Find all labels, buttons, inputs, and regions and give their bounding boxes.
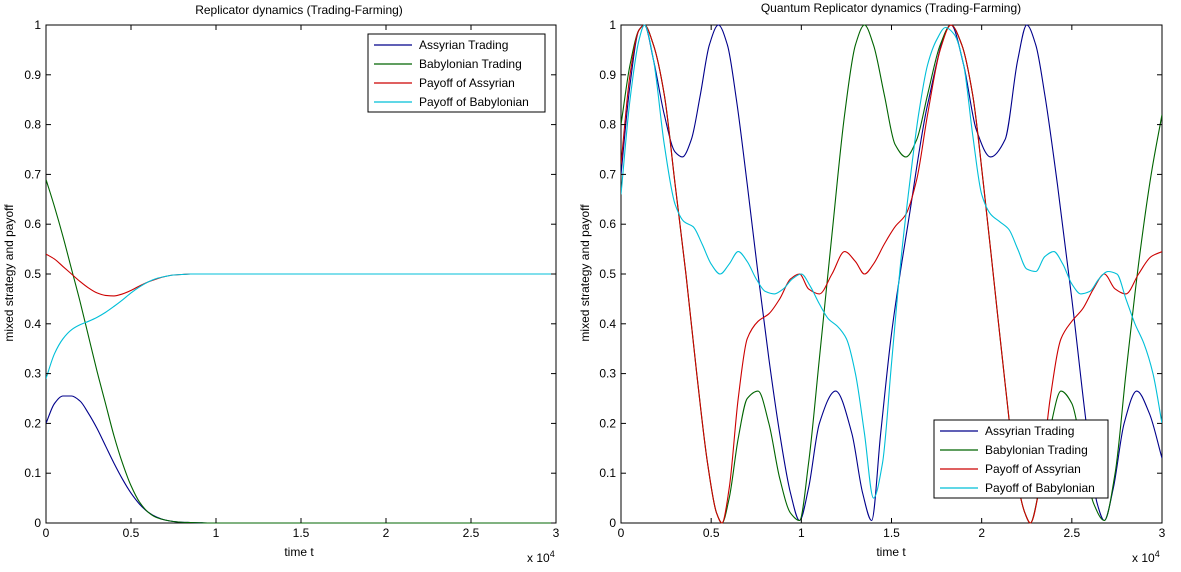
right-legend-label-3: Payoff of Assyrian — [985, 462, 1081, 476]
right-y-tick-label: 0.2 — [599, 416, 616, 430]
left-series-line-4 — [46, 273, 556, 379]
right-y-tick-label: 0.4 — [599, 317, 616, 331]
right-x-tick-label: 0.5 — [703, 526, 720, 540]
left-x-axis-label: time t — [284, 545, 314, 559]
right-x-multiplier-exp: 4 — [1155, 549, 1160, 559]
left-series-group — [46, 179, 556, 524]
right-series-line-4 — [621, 24, 1162, 499]
right-series-line-1 — [621, 24, 1162, 522]
left-x-multiplier: x 104 — [527, 549, 555, 565]
left-y-tick-label: 0.2 — [24, 416, 41, 430]
left-legend-label-1: Assyrian Trading — [419, 38, 508, 52]
left-legend-label-4: Payoff of Babylonian — [419, 95, 529, 109]
right-x-axis-label: time t — [876, 545, 906, 559]
right-x-tick-label: 0 — [618, 526, 625, 540]
right-x-multiplier-base: x 10 — [1132, 551, 1155, 565]
left-x-tick-label: 1 — [213, 526, 220, 540]
left-legend-label-2: Babylonian Trading — [419, 57, 522, 71]
left-y-tick-label: 0.6 — [24, 217, 41, 231]
left-x-multiplier-exp: 4 — [550, 549, 555, 559]
right-y-tick-label: 0.7 — [599, 167, 616, 181]
left-chart-title: Replicator dynamics (Trading-Farming) — [195, 3, 403, 17]
left-y-tick-label: 0.8 — [24, 118, 41, 132]
right-series-line-3 — [621, 24, 1162, 524]
right-y-tick-label: 0 — [609, 516, 616, 530]
left-x-tick-label: 2 — [383, 526, 390, 540]
left-legend-box — [367, 33, 546, 113]
left-x-tick-label: 0.5 — [123, 526, 140, 540]
left-x-tick-label: 0 — [43, 526, 50, 540]
left-x-tick-label: 2.5 — [463, 526, 480, 540]
right-y-tick-label: 0.9 — [599, 68, 616, 82]
right-chart-title: Quantum Replicator dynamics (Trading-Far… — [761, 1, 1021, 15]
right-legend-label-2: Babylonian Trading — [985, 443, 1088, 457]
left-y-tick-label: 0.7 — [24, 167, 41, 181]
left-legend-label-3: Payoff of Assyrian — [419, 76, 515, 90]
right-x-tick-label: 2.5 — [1063, 526, 1080, 540]
left-y-tick-label: 1 — [34, 18, 41, 32]
right-y-tick-label: 0.5 — [599, 267, 616, 281]
right-y-tick-label: 0.8 — [599, 118, 616, 132]
left-legend: Assyrian Trading Babylonian Trading Payoff… — [367, 33, 546, 113]
right-legend-label-4: Payoff of Babylonian — [985, 481, 1095, 495]
right-y-axis-label: mixed strategy and payoff — [578, 204, 592, 342]
right-legend: Assyrian Trading Babylonian Trading Payoff… — [933, 419, 1109, 499]
right-x-multiplier: x 104 — [1132, 549, 1160, 565]
left-series-line-2 — [46, 179, 556, 524]
right-y-tick-label: 0.1 — [599, 466, 616, 480]
right-series-group — [621, 24, 1162, 524]
left-y-tick-label: 0.1 — [24, 466, 41, 480]
left-y-tick-label: 0.5 — [24, 267, 41, 281]
right-y-tick-label: 1 — [609, 18, 616, 32]
right-legend-box — [933, 419, 1109, 499]
right-x-tick-label: 1.5 — [883, 526, 900, 540]
left-x-tick-label: 1.5 — [293, 526, 310, 540]
left-x-multiplier-base: x 10 — [527, 551, 550, 565]
right-chart: Quantum Replicator dynamics (Trading-Far… — [578, 1, 1166, 565]
left-y-tick-label: 0.3 — [24, 367, 41, 381]
left-x-tick-label: 3 — [553, 526, 560, 540]
right-y-tick-label: 0.3 — [599, 367, 616, 381]
right-x-tick-label: 1 — [798, 526, 805, 540]
right-x-tick-label: 2 — [978, 526, 985, 540]
left-y-tick-label: 0 — [34, 516, 41, 530]
right-x-tick-label: 3 — [1159, 526, 1166, 540]
right-y-tick-label: 0.6 — [599, 217, 616, 231]
left-y-tick-label: 0.4 — [24, 317, 41, 331]
right-legend-label-1: Assyrian Trading — [985, 424, 1074, 438]
left-y-tick-label: 0.9 — [24, 68, 41, 82]
left-y-axis-label: mixed strategy and payoff — [2, 204, 16, 342]
